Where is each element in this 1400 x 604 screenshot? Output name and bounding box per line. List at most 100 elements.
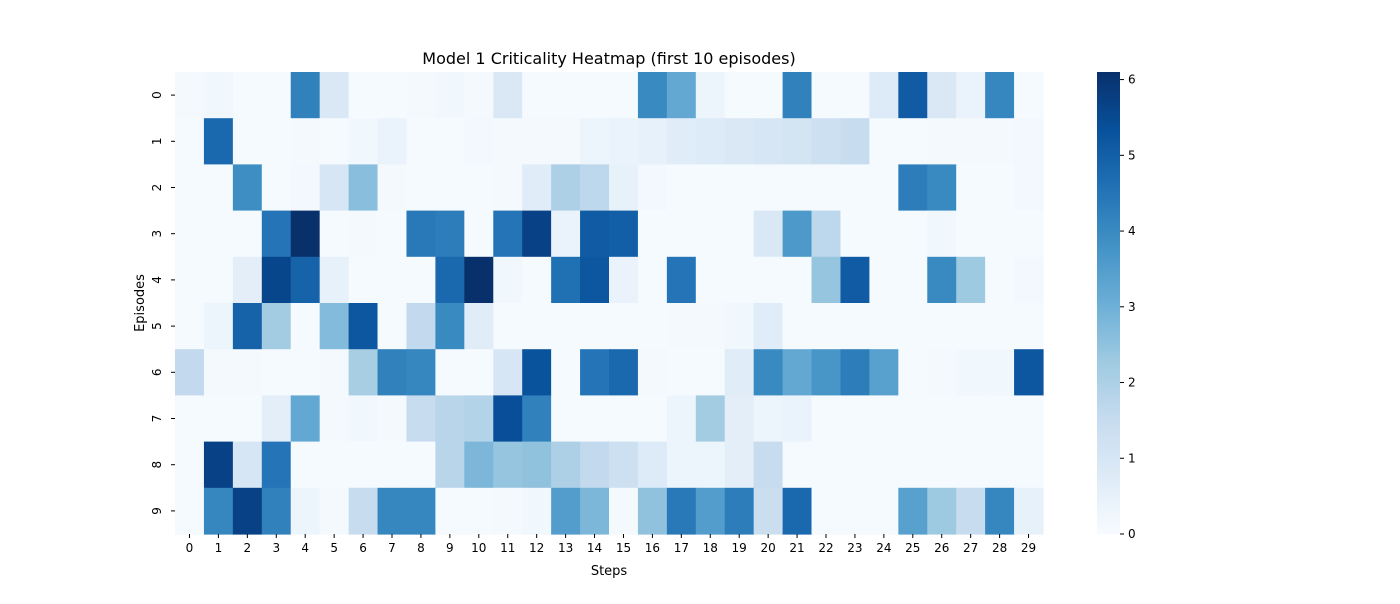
- heatmap-cell: [290, 349, 321, 396]
- heatmap-cell: [175, 349, 205, 396]
- heatmap-cell: [869, 256, 899, 304]
- heatmap-cell: [840, 395, 870, 443]
- heatmap-cell: [782, 210, 813, 258]
- heatmap-cell: [406, 349, 436, 396]
- heatmap-cell: [927, 395, 957, 443]
- heatmap-cell: [435, 256, 465, 304]
- heatmap-cell: [724, 256, 755, 304]
- heatmap-cell: [551, 487, 581, 535]
- heatmap-cell: [695, 210, 726, 258]
- heatmap-cell: [695, 349, 726, 396]
- heatmap-cell: [811, 303, 842, 350]
- heatmap-cell: [261, 118, 292, 165]
- heatmap-cell: [435, 72, 465, 119]
- heatmap-cell: [406, 210, 436, 258]
- heatmap-cell: [203, 303, 234, 350]
- heatmap-cell: [290, 487, 321, 535]
- heatmap-cell: [985, 210, 1015, 258]
- heatmap-cell: [1014, 210, 1044, 258]
- heatmap-cell: [464, 210, 494, 258]
- heatmap-cell: [580, 256, 610, 304]
- heatmap-cell: [956, 118, 986, 165]
- heatmap-cell: [435, 349, 465, 396]
- heatmap-cell: [609, 349, 639, 396]
- heatmap-cell: [637, 210, 668, 258]
- heatmap-cell: [898, 256, 928, 304]
- chart-title: Model 1 Criticality Heatmap (first 10 ep…: [422, 49, 795, 68]
- heatmap-cell: [898, 210, 928, 258]
- heatmap-cell: [290, 256, 321, 304]
- heatmap-cell: [464, 303, 494, 350]
- heatmap-cell: [580, 164, 610, 212]
- heatmap-cell: [580, 395, 610, 443]
- heatmap-cell: [753, 349, 784, 396]
- heatmap-cell: [840, 303, 870, 350]
- heatmap-cell: [811, 349, 842, 396]
- x-tick-label: 20: [760, 541, 775, 555]
- heatmap-cell: [811, 395, 842, 443]
- heatmap-cell: [840, 441, 870, 489]
- heatmap-cell: [377, 210, 408, 258]
- heatmap-cell: [435, 487, 465, 535]
- heatmap-cell: [319, 303, 350, 350]
- heatmap-cell: [290, 303, 321, 350]
- heatmap-cell: [464, 441, 494, 489]
- heatmap-cell: [724, 210, 755, 258]
- heatmap-cell: [377, 118, 408, 165]
- heatmap-cell: [1014, 487, 1044, 535]
- heatmap-cell: [724, 487, 755, 535]
- heatmap-cell: [580, 303, 610, 350]
- heatmap-cell: [348, 210, 379, 258]
- x-tick-label: 8: [417, 541, 425, 555]
- heatmap-cell: [580, 487, 610, 535]
- heatmap-cell: [840, 349, 870, 396]
- heatmap-cell: [956, 487, 986, 535]
- heatmap-cell: [898, 395, 928, 443]
- heatmap-cell: [869, 395, 899, 443]
- heatmap-cell: [406, 256, 436, 304]
- heatmap-cell: [869, 303, 899, 350]
- heatmap-cell: [637, 441, 668, 489]
- heatmap-cell: [898, 118, 928, 165]
- heatmap-cell: [695, 487, 726, 535]
- x-tick-label: 17: [674, 541, 689, 555]
- heatmap-cell: [724, 441, 755, 489]
- heatmap-cell: [609, 72, 639, 119]
- heatmap-cell: [319, 118, 350, 165]
- heatmap-cell: [377, 72, 408, 119]
- heatmap-cell: [609, 164, 639, 212]
- heatmap-cell: [580, 349, 610, 396]
- y-axis-ticks: 0 1 2 3 4 5 6 7 8 9: [150, 91, 175, 515]
- heatmap-cell: [666, 441, 697, 489]
- heatmap-cell: [840, 164, 870, 212]
- heatmap-cell: [609, 303, 639, 350]
- heatmap-cell: [551, 303, 581, 350]
- heatmap-cell: [175, 395, 205, 443]
- heatmap-cell: [290, 395, 321, 443]
- heatmap-cell: [464, 487, 494, 535]
- heatmap-cell: [348, 256, 379, 304]
- heatmap-cell: [695, 72, 726, 119]
- heatmap-cell: [753, 164, 784, 212]
- heatmap-cell: [609, 441, 639, 489]
- y-tick-label: 4: [150, 276, 164, 284]
- heatmap-cell: [869, 210, 899, 258]
- heatmap-cell: [348, 349, 379, 396]
- x-tick-label: 10: [471, 541, 486, 555]
- heatmap-cell: [522, 395, 552, 443]
- heatmap-cell: [464, 395, 494, 443]
- heatmap-cell: [753, 303, 784, 350]
- x-tick-label: 3: [272, 541, 280, 555]
- heatmap-cell: [232, 349, 263, 396]
- heatmap-cell: [261, 303, 292, 350]
- heatmap-cell: [869, 72, 899, 119]
- heatmap-cells: [175, 72, 1044, 535]
- heatmap-cell: [666, 210, 697, 258]
- heatmap-cell: [348, 118, 379, 165]
- colorbar: 0 1 2 3 4 5 6: [1097, 72, 1136, 541]
- heatmap-cell: [811, 441, 842, 489]
- heatmap-cell: [956, 164, 986, 212]
- heatmap-cell: [782, 349, 813, 396]
